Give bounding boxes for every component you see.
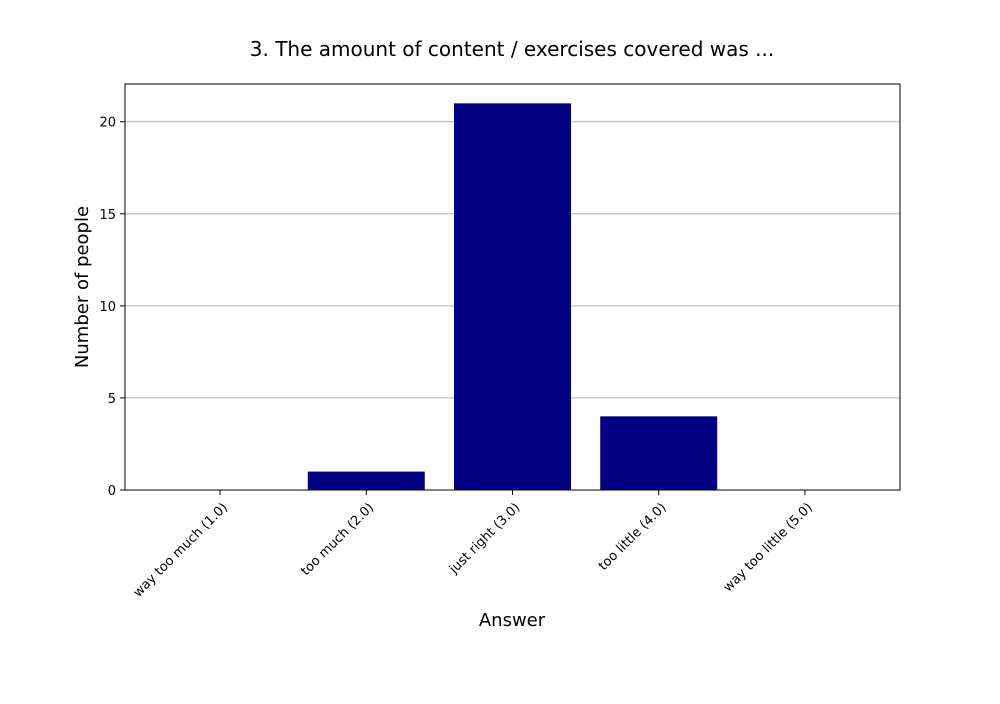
chart-title: 3. The amount of content / exercises cov… — [250, 37, 774, 61]
y-tick-label: 20 — [99, 116, 116, 131]
y-axis-ticks: 0 5 10 15 20 — [99, 116, 125, 499]
y-tick-label: 15 — [99, 208, 116, 223]
y-tick-label: 0 — [108, 484, 116, 499]
bar-1 — [307, 471, 425, 490]
x-tick-label: just right (3.0) — [446, 500, 523, 577]
bars — [307, 103, 718, 490]
x-tick-label: way too little (5.0) — [721, 500, 816, 595]
x-tick-label: too little (4.0) — [596, 500, 670, 574]
bar-2 — [454, 103, 571, 490]
bar-3 — [600, 416, 718, 490]
y-tick-label: 10 — [99, 300, 116, 315]
y-tick-label: 5 — [108, 392, 116, 407]
y-axis-label: Number of people — [72, 206, 93, 368]
x-tick-label: too much (2.0) — [298, 500, 377, 579]
x-axis-ticks: way too much (1.0) too much (2.0) just rig… — [131, 490, 816, 600]
x-axis-label: Answer — [479, 610, 546, 631]
x-tick-label: way too much (1.0) — [131, 500, 231, 600]
